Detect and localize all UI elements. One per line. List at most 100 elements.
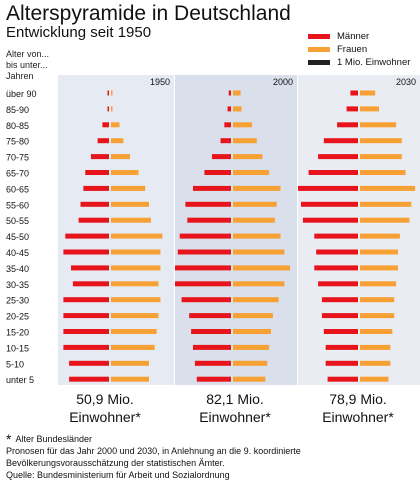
bar-female [111,90,113,96]
bar-female [111,281,159,287]
bar-male [323,329,358,334]
total-value: 50,9 Mio. [76,391,134,407]
bar-male [316,249,358,255]
chart-subtitle: Entwicklung seit 1950 [6,24,152,41]
bar-male [72,281,109,287]
pyramid-panel-background [175,75,297,385]
bar-female [233,360,268,366]
bar-male [318,281,358,287]
bar-female [233,154,263,160]
bar-female [233,122,252,128]
age-caption-line: Jahren [6,71,34,81]
age-caption-line: Alter von... [6,49,50,59]
bar-male [63,297,109,303]
bar-male [321,313,358,319]
bar-female [233,90,241,96]
footnotes: * Alter Bundesländer Pronosen für das Jah… [6,432,301,481]
bar-female [111,138,124,144]
bar-female [111,170,139,175]
bar-male [298,185,358,191]
total-unit: Einwohner* [69,409,141,425]
legend-label: Frauen [337,44,368,55]
bar-female [360,376,389,382]
bar-male [346,106,358,112]
bar-female [360,90,376,96]
bar-female [233,329,271,334]
bar-female [360,138,402,144]
bar-female [111,249,161,255]
bar-female [111,344,155,350]
bar-male [78,217,109,223]
legend-swatch-male [308,34,330,39]
bar-female [233,281,285,287]
bar-female [360,281,397,287]
bar-male [107,90,109,96]
bar-male [204,170,231,175]
bar-female [233,265,290,271]
bar-male [71,265,109,271]
footnote-line-4: Quelle: Bundesministerium für Arbeit und… [6,470,230,480]
year-label: 2030 [396,77,416,87]
bar-female [111,122,120,128]
age-group-label: 35-40 [6,264,29,274]
footnote-line-2: Pronosen für das Jahr 2000 und 2030, in … [6,446,301,456]
bar-male [102,122,109,128]
bar-male [69,360,109,366]
bar-male [327,376,358,382]
age-group-label: 10-15 [6,343,29,353]
age-group-label: 15-20 [6,328,29,338]
bar-female [233,233,281,239]
bar-female [360,233,400,239]
age-axis-caption: Alter von... bis unter... Jahren [6,49,66,82]
age-group-label: 80-85 [6,121,29,131]
bar-female [111,329,157,334]
age-group-label: 20-25 [6,312,29,322]
bar-female [233,201,277,207]
bar-male [308,170,358,175]
bar-female [360,217,410,223]
bar-male [65,233,109,239]
footnote-line-3: Bevölkerungsvorausschätzung der statisti… [6,458,225,468]
bar-male [224,122,231,128]
bar-male [193,344,231,350]
total-unit: Einwohner* [322,409,394,425]
age-group-label: 85-90 [6,105,29,115]
bar-female [233,185,281,191]
bar-male [193,185,231,191]
bar-male [302,217,358,223]
total-value: 78,9 Mio. [329,391,387,407]
age-caption-line: bis unter... [6,60,48,70]
bar-male [177,249,231,255]
bar-female [233,106,242,112]
bar-female [233,249,285,255]
bar-female [111,185,146,191]
bar-male [323,138,358,144]
bar-female [111,297,161,303]
bar-female [233,217,275,223]
bar-male [63,329,109,334]
bar-male [325,344,358,350]
bar-female [360,201,412,207]
legend-item-scale: 1 Mio. Einwohner [308,56,410,69]
bar-male [63,313,109,319]
bar-male [185,201,231,207]
bar-female [111,265,161,271]
pyramid-panel-background [58,75,174,385]
age-group-label: 65-70 [6,169,29,179]
bar-female [111,313,159,319]
bar-female [233,313,273,319]
age-group-label: 25-30 [6,296,29,306]
bar-female [360,106,379,112]
bar-female [111,217,151,223]
bar-male [189,313,231,319]
bar-female [360,265,398,271]
bar-male [181,297,231,303]
bar-male [63,344,109,350]
bar-male [314,233,358,239]
age-group-label: 45-50 [6,232,29,242]
age-group-label: 60-65 [6,184,29,194]
bar-male [175,265,231,271]
age-group-label: 70-75 [6,153,29,163]
bar-male [228,90,231,96]
total-value: 82,1 Mio. [206,391,264,407]
